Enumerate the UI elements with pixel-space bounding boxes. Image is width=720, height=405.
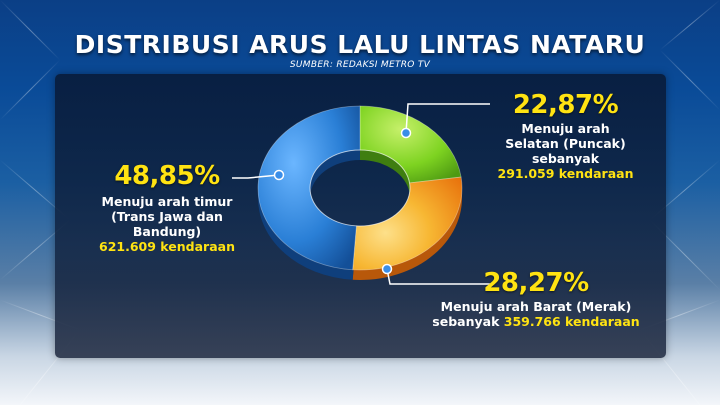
desc-barat-line2: sebanyak 359.766 kendaraan	[425, 314, 647, 329]
leader-line-timur	[232, 174, 280, 179]
count-selatan: 291.059 kendaraan	[497, 166, 634, 182]
marker-dot-selatan	[400, 127, 412, 139]
count-timur: 621.609 kendaraan	[99, 239, 235, 255]
value-label-timur: 48,85%	[114, 161, 220, 191]
desc-barat-line1: Menuju arah Barat (Merak)	[440, 299, 632, 315]
slice-timur	[257, 105, 361, 271]
label-selatan: 22,87% Menuju arah Selatan (Puncak) seba…	[493, 90, 638, 181]
desc-selatan-line3: sebanyak	[531, 151, 600, 167]
slice-selatan	[359, 105, 462, 184]
slice-barat	[352, 176, 463, 271]
desc-timur-line1: Menuju arah timur	[101, 194, 233, 210]
value-label-barat: 28,27%	[483, 268, 589, 298]
label-timur: 48,85% Menuju arah timur (Trans Jawa dan…	[92, 161, 242, 254]
source-caption: SUMBER: REDAKSI METRO TV	[289, 60, 431, 70]
leader-line-selatan	[405, 103, 490, 134]
label-barat: 28,27% Menuju arah Barat (Merak) sebanya…	[425, 268, 647, 329]
desc-selatan-line2: Selatan (Puncak)	[505, 136, 626, 152]
desc-barat-prefix: sebanyak	[432, 314, 500, 330]
marker-dot-timur	[273, 169, 285, 181]
donut-hole-rim	[309, 149, 411, 227]
desc-timur-line2: (Trans Jawa dan	[111, 209, 223, 225]
desc-selatan-line1: Menuju arah	[521, 121, 610, 137]
marker-dot-barat	[381, 263, 393, 275]
desc-timur-line3: Bandung)	[132, 224, 202, 240]
count-barat: 359.766 kendaraan	[503, 314, 640, 330]
value-label-selatan: 22,87%	[512, 90, 619, 120]
page-title: DISTRIBUSI ARUS LALU LINTAS NATARU	[74, 30, 646, 59]
